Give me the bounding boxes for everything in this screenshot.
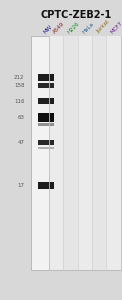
Text: 158: 158 — [14, 82, 24, 88]
Text: 212: 212 — [14, 75, 24, 80]
Bar — [38, 98, 54, 104]
Bar — [49, 36, 63, 270]
Text: 47: 47 — [17, 140, 24, 145]
Text: Jurkat: Jurkat — [96, 20, 111, 34]
Bar — [78, 36, 92, 270]
Text: 63: 63 — [17, 115, 24, 120]
Bar — [38, 140, 54, 145]
Text: HeLa: HeLa — [81, 21, 95, 34]
Text: A549: A549 — [52, 21, 66, 34]
Text: MW: MW — [43, 24, 54, 34]
Text: 17: 17 — [17, 183, 24, 188]
Bar — [38, 182, 54, 189]
Bar — [30, 36, 121, 270]
Text: H226: H226 — [67, 21, 81, 34]
Bar — [92, 36, 106, 270]
Bar — [38, 113, 54, 122]
Bar — [63, 36, 78, 270]
Bar — [38, 82, 54, 88]
Text: 116: 116 — [14, 99, 24, 103]
Bar — [106, 36, 121, 270]
Bar — [38, 74, 54, 81]
Text: CPTC-ZEB2-1: CPTC-ZEB2-1 — [40, 11, 111, 20]
Bar — [38, 147, 54, 149]
Text: MCF7: MCF7 — [110, 20, 122, 34]
Bar — [38, 123, 54, 126]
